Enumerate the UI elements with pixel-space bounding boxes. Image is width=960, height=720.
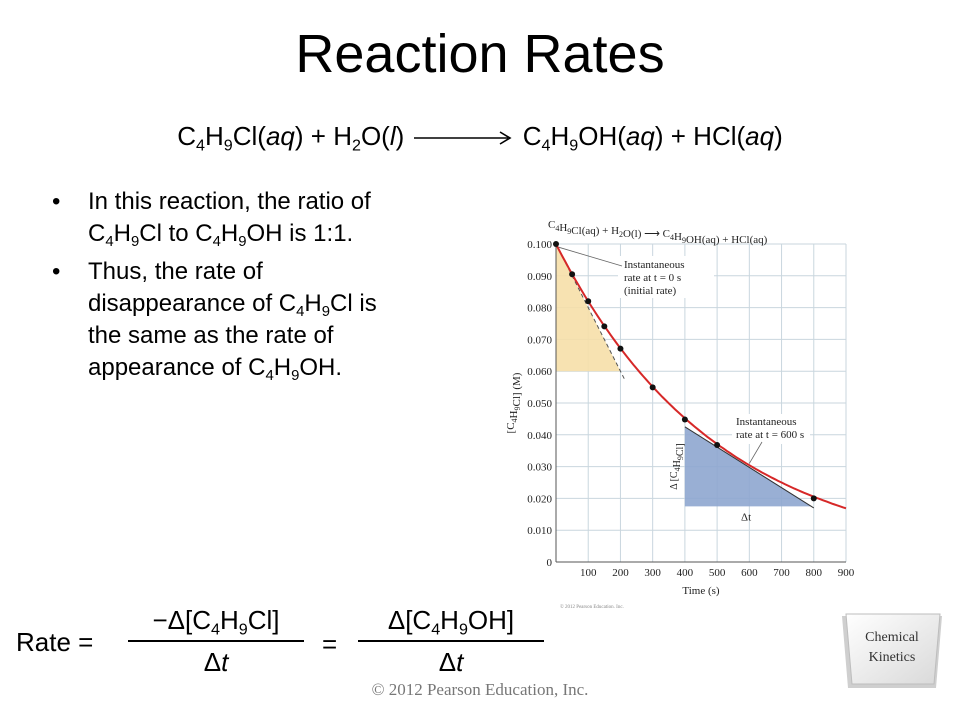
- fraction-numerator: Δ[C4H9OH]: [358, 604, 544, 642]
- annotation-rate-600s: Instantaneous: [736, 416, 796, 428]
- bullet-dot-icon: •: [52, 188, 61, 215]
- annotation-box: [618, 256, 714, 298]
- data-point: [810, 495, 817, 502]
- reactant-1: C4H9Cl(aq): [177, 121, 304, 155]
- data-point: [601, 323, 608, 330]
- y-tick-label: 0.010: [527, 525, 552, 537]
- data-point: [569, 271, 576, 278]
- bullet-text: Thus, the rate of disappearance of C4H9C…: [88, 258, 377, 385]
- chart-layer: 100 200 300 400 500 600 700 800 900 0 0.010 0.020 0.…: [505, 219, 855, 608]
- fraction-denominator: Δt: [203, 647, 229, 677]
- chart-small-print: © 2012 Pearson Education, Inc.: [560, 604, 624, 608]
- data-point: [681, 416, 688, 423]
- fraction-denominator: Δt: [438, 647, 464, 677]
- bullet-item: • In this reaction, the ratio of C4H9Cl t…: [52, 186, 412, 250]
- y-tick-label: 0.090: [527, 271, 552, 283]
- reaction-equation: C4H9Cl(aq) + H2O(l) C4H9OH(aq) + HCl(aq): [0, 118, 960, 154]
- rate-fraction-reactant: −Δ[C4H9Cl] Δt: [128, 604, 304, 678]
- reaction-arrow-icon: [412, 121, 523, 151]
- annotation-rate-600s: rate at t = 600 s: [736, 429, 804, 441]
- x-tick-label: 600: [741, 567, 758, 579]
- initial-rate-tangent: [555, 243, 626, 381]
- y-tick-label: 0.040: [527, 430, 552, 442]
- product-2: HCl(aq): [693, 121, 783, 151]
- y-tick-label: 0.100: [527, 239, 552, 251]
- annotation-delta-t: Δt: [741, 511, 751, 523]
- plus-sign: +: [670, 121, 686, 151]
- chapter-badge-icon: [842, 613, 942, 688]
- data-point: [714, 441, 721, 448]
- x-tick-label: 900: [838, 567, 855, 579]
- copyright-text: © 2012 Pearson Education, Inc.: [371, 680, 589, 699]
- x-tick-label: 700: [773, 567, 790, 579]
- y-tick-label: 0.030: [527, 462, 552, 474]
- bullet-dot-icon: •: [52, 258, 61, 285]
- rate-fraction-product: Δ[C4H9OH] Δt: [358, 604, 544, 678]
- x-tick-label: 500: [709, 567, 726, 579]
- annotation-box: [732, 414, 810, 444]
- x-tick-label: 300: [644, 567, 661, 579]
- fraction-numerator: −Δ[C4H9Cl]: [128, 604, 304, 642]
- y-tick-label: 0.070: [527, 334, 552, 346]
- annotation-leader: [748, 441, 763, 464]
- x-tick-label: 800: [806, 567, 823, 579]
- y-tick-label: 0: [547, 557, 553, 569]
- x-tick-label: 100: [580, 567, 597, 579]
- initial-rate-triangle: [556, 244, 621, 372]
- concentration-time-chart: 100 200 300 400 500 600 700 800 900 0 0.010 0.020 0.…: [505, 219, 855, 608]
- annotation-leader: [558, 246, 623, 267]
- slide-title: Reaction Rates: [295, 24, 665, 84]
- x-tick-label: 200: [612, 567, 629, 579]
- rate-600s-tangent: [684, 426, 815, 509]
- y-tick-label: 0.060: [527, 366, 552, 378]
- x-axis-label: Time (s): [682, 585, 720, 597]
- reactant-2: H2O(l): [333, 121, 405, 155]
- chart-title: C4H9Cl(aq) + H2O(l) ⟶ C4H9OH(aq) + HCl(a…: [548, 219, 768, 246]
- data-point: [553, 241, 559, 247]
- plus-sign: +: [310, 121, 326, 151]
- annotation-delta-concentration: Δ [C4H9Cl]: [669, 443, 686, 489]
- product-1: C4H9OH(aq): [522, 121, 664, 155]
- equals-sign: =: [322, 629, 338, 659]
- annotation-initial-rate: rate at t = 0 s: [624, 272, 681, 284]
- badge-line-1: Chemical: [865, 630, 919, 645]
- badge-line-2: Kinetics: [868, 650, 916, 665]
- bullet-list: • In this reaction, the ratio of C4H9Cl t…: [52, 186, 412, 390]
- bullet-item: • Thus, the rate of disappearance of C4H9…: [52, 256, 412, 384]
- x-tick-label: 400: [677, 567, 694, 579]
- chapter-badge-text: Chemical Kinetics: [836, 628, 948, 668]
- y-axis-label: [C4H9Cl] (M): [505, 372, 523, 433]
- data-point: [649, 384, 656, 391]
- y-tick-label: 0.080: [527, 303, 552, 315]
- data-point: [617, 345, 624, 352]
- y-tick-label: 0.050: [527, 398, 552, 410]
- annotation-initial-rate: Instantaneous: [624, 259, 684, 271]
- annotation-initial-rate: (initial rate): [624, 285, 677, 297]
- data-point: [585, 298, 592, 305]
- rate-label: Rate =: [16, 627, 94, 657]
- y-tick-label: 0.020: [527, 493, 552, 505]
- bullet-text: In this reaction, the ratio of C4H9Cl to…: [88, 188, 371, 251]
